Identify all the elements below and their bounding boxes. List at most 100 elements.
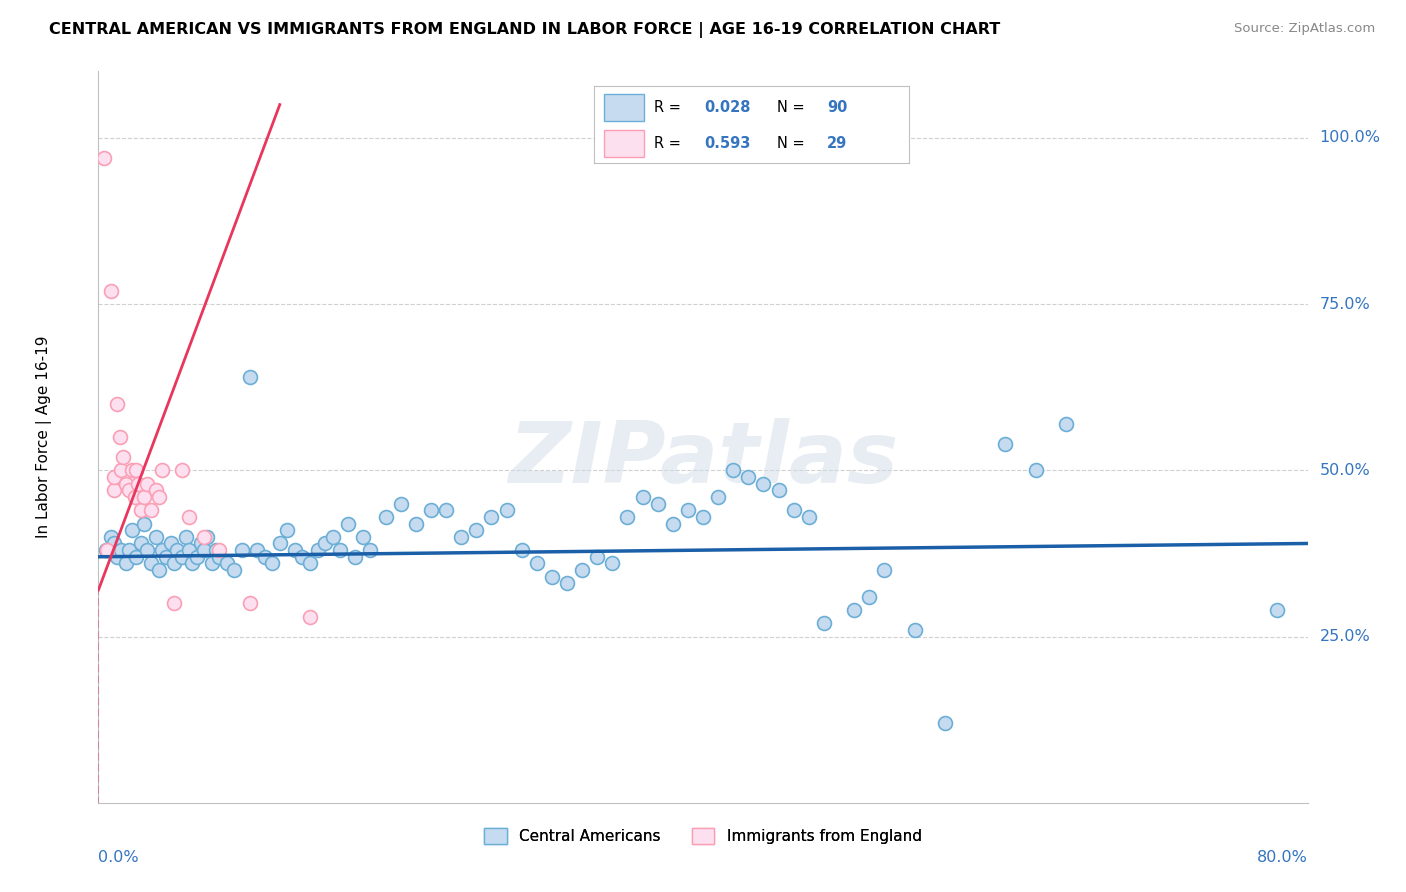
Point (737, 470, 759, 484)
Point (465, 523, 488, 537)
Point (389, 497, 412, 511)
Point (103, 536, 125, 550)
Point (434, 503, 457, 517)
Text: 75.0%: 75.0% (1320, 297, 1371, 311)
Point (253, 549, 276, 564)
Point (783, 503, 806, 517)
Point (495, 503, 517, 517)
Point (239, 370, 262, 384)
Point (661, 516, 683, 531)
Point (96, 543, 118, 558)
Point (129, 503, 152, 517)
Point (135, 476, 157, 491)
Point (329, 543, 352, 558)
Point (193, 543, 215, 558)
Point (127, 476, 149, 491)
Point (181, 557, 204, 571)
Text: 80.0%: 80.0% (1257, 850, 1308, 865)
Point (145, 530, 167, 544)
Point (360, 543, 382, 558)
Point (231, 543, 253, 558)
Point (215, 557, 238, 571)
Point (132, 516, 155, 531)
Point (163, 557, 186, 571)
Point (155, 549, 177, 564)
Point (141, 557, 163, 571)
Point (994, 436, 1017, 450)
Point (631, 490, 654, 504)
Point (723, 463, 745, 477)
Point (299, 557, 322, 571)
Text: 100.0%: 100.0% (1320, 130, 1381, 145)
Point (934, 716, 956, 731)
Point (179, 543, 201, 558)
Point (813, 616, 835, 631)
Point (768, 483, 790, 498)
Point (193, 530, 215, 544)
Point (141, 503, 163, 517)
Point (125, 549, 148, 564)
Point (246, 543, 269, 558)
Point (344, 549, 367, 564)
Point (1054, 417, 1077, 431)
Text: 50.0%: 50.0% (1320, 463, 1371, 478)
Point (103, 470, 125, 484)
Point (129, 536, 152, 550)
Point (148, 563, 170, 577)
Text: ZIPatlas: ZIPatlas (508, 417, 898, 500)
Text: CENTRAL AMERICAN VS IMMIGRANTS FROM ENGLAND IN LABOR FORCE | AGE 16-19 CORRELATI: CENTRAL AMERICAN VS IMMIGRANTS FROM ENGL… (49, 22, 1001, 38)
Point (858, 590, 880, 604)
Point (201, 557, 224, 571)
Point (100, 530, 122, 544)
Point (291, 549, 314, 564)
Point (602, 557, 624, 571)
Point (269, 536, 291, 550)
Point (105, 397, 128, 411)
Point (299, 609, 322, 624)
Point (571, 563, 593, 577)
Point (195, 530, 218, 544)
Point (208, 543, 231, 558)
Point (110, 543, 132, 558)
Point (797, 509, 820, 524)
Point (284, 543, 307, 558)
Point (114, 557, 136, 571)
Point (150, 463, 173, 477)
Point (148, 490, 170, 504)
Point (170, 463, 193, 477)
Point (1267, 603, 1289, 617)
Point (174, 530, 197, 544)
Point (121, 523, 143, 537)
Point (224, 563, 246, 577)
Point (110, 463, 132, 477)
Point (166, 543, 188, 558)
Point (124, 490, 146, 504)
Point (420, 503, 443, 517)
Point (647, 497, 669, 511)
Point (526, 557, 548, 571)
Point (145, 483, 167, 498)
Point (111, 450, 134, 464)
Point (616, 509, 638, 524)
Text: Source: ZipAtlas.com: Source: ZipAtlas.com (1234, 22, 1375, 36)
Point (322, 530, 344, 544)
Point (163, 596, 186, 610)
Point (314, 536, 336, 550)
Point (121, 463, 143, 477)
Point (100, 284, 122, 298)
Point (307, 543, 329, 558)
Legend: Central Americans, Immigrants from England: Central Americans, Immigrants from Engla… (478, 822, 928, 850)
Point (676, 503, 699, 517)
Text: 25.0%: 25.0% (1320, 629, 1371, 644)
Point (118, 543, 141, 558)
Point (114, 476, 136, 491)
Point (555, 576, 578, 591)
Point (336, 516, 359, 531)
Point (93, 151, 115, 165)
Point (125, 463, 148, 477)
Point (873, 563, 896, 577)
Point (450, 530, 472, 544)
Point (103, 483, 125, 498)
Point (262, 557, 284, 571)
Point (1024, 463, 1046, 477)
